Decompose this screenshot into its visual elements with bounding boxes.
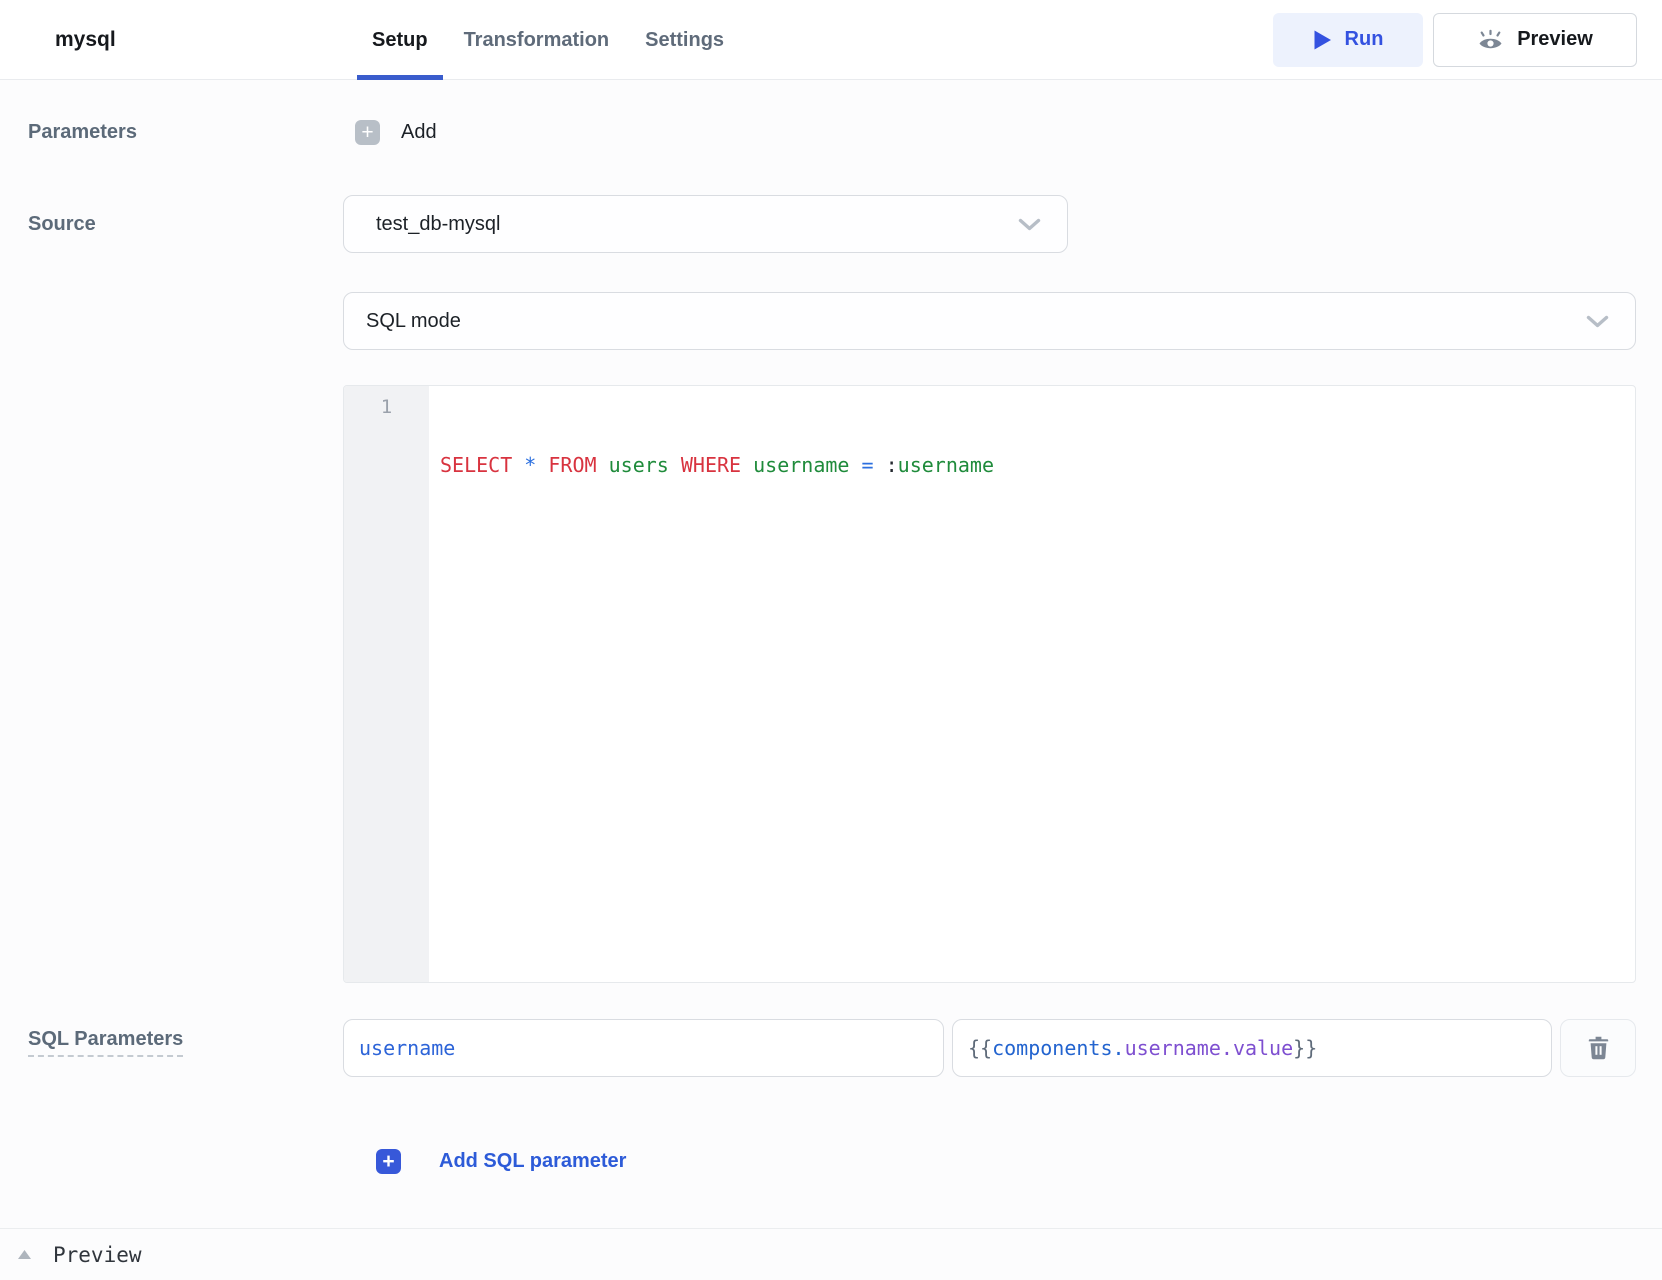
preview-button[interactable]: Preview — [1433, 12, 1637, 67]
setup-tab-content: Parameters + Add Source test_db-mysql — [0, 120, 1662, 1174]
sql-mode-select[interactable]: SQL mode — [343, 292, 1636, 350]
parameters-row: Parameters + Add — [0, 120, 1662, 145]
tab-settings[interactable]: Settings — [645, 28, 725, 51]
delete-parameter-button[interactable] — [1560, 1019, 1636, 1077]
source-row: Source test_db-mysql — [0, 195, 1662, 253]
add-sql-parameter-label[interactable]: Add SQL parameter — [439, 1150, 627, 1172]
sql-parameters-label: SQL Parameters — [28, 1028, 184, 1057]
source-label: Source — [28, 212, 96, 235]
preview-panel-label: Preview — [53, 1242, 142, 1267]
parameters-label: Parameters — [28, 121, 137, 143]
trash-icon — [1588, 1036, 1609, 1060]
chevron-down-icon — [1586, 315, 1609, 328]
sql-code-line: SELECT * FROM users WHERE username = :us… — [440, 453, 994, 477]
sql-parameters-label-cell: SQL Parameters — [0, 1019, 343, 1057]
eye-icon — [1477, 27, 1504, 53]
add-parameter-label[interactable]: Add — [401, 121, 437, 143]
header-actions: Run Preview — [1273, 12, 1637, 67]
sql-parameter-name-input[interactable]: username — [343, 1019, 944, 1077]
plus-icon[interactable]: + — [376, 1149, 401, 1174]
query-title: mysql — [55, 27, 116, 51]
tab-transformation[interactable]: Transformation — [463, 28, 610, 51]
sql-parameter-value-input[interactable]: {{components.username.value}} — [952, 1019, 1552, 1077]
sql-editor-row: 1 SELECT * FROM users WHERE username = :… — [0, 385, 1662, 983]
plus-icon[interactable]: + — [355, 120, 380, 145]
chevron-down-icon — [1018, 218, 1041, 231]
line-number-gutter: 1 — [344, 386, 429, 982]
sql-mode-row: SQL mode — [0, 292, 1662, 350]
sql-parameters-row: SQL Parameters username {{components.use… — [0, 1019, 1662, 1077]
collapse-triangle-icon[interactable] — [17, 1249, 32, 1260]
add-parameter-control[interactable]: + Add — [343, 120, 1636, 145]
source-select-value: test_db-mysql — [376, 212, 501, 235]
sql-code-area[interactable]: SELECT * FROM users WHERE username = :us… — [429, 386, 1635, 982]
add-sql-parameter-row: + Add SQL parameter — [0, 1149, 1662, 1174]
sql-editor-label-spacer — [0, 385, 343, 983]
sql-parameter-item: username {{components.username.value}} — [343, 1019, 1636, 1077]
play-icon — [1313, 29, 1332, 51]
sql-parameter-name-value: username — [359, 1036, 456, 1060]
query-editor-header: mysql Setup Transformation Settings Run — [0, 0, 1662, 80]
add-sql-parameter-control[interactable]: + Add SQL parameter — [343, 1149, 1636, 1174]
preview-button-label: Preview — [1517, 28, 1593, 50]
source-select[interactable]: test_db-mysql — [343, 195, 1068, 253]
tab-bar: Setup Transformation Settings — [357, 0, 739, 80]
sql-mode-select-value: SQL mode — [366, 309, 461, 332]
run-button[interactable]: Run — [1273, 12, 1423, 67]
run-button-label: Run — [1344, 28, 1384, 50]
sql-code-editor[interactable]: 1 SELECT * FROM users WHERE username = :… — [343, 385, 1636, 983]
preview-panel-header[interactable]: Preview — [0, 1228, 1662, 1280]
tab-setup[interactable]: Setup — [357, 0, 443, 80]
line-number: 1 — [380, 396, 393, 418]
sql-parameter-value-text: {{components.username.value}} — [968, 1036, 1318, 1060]
